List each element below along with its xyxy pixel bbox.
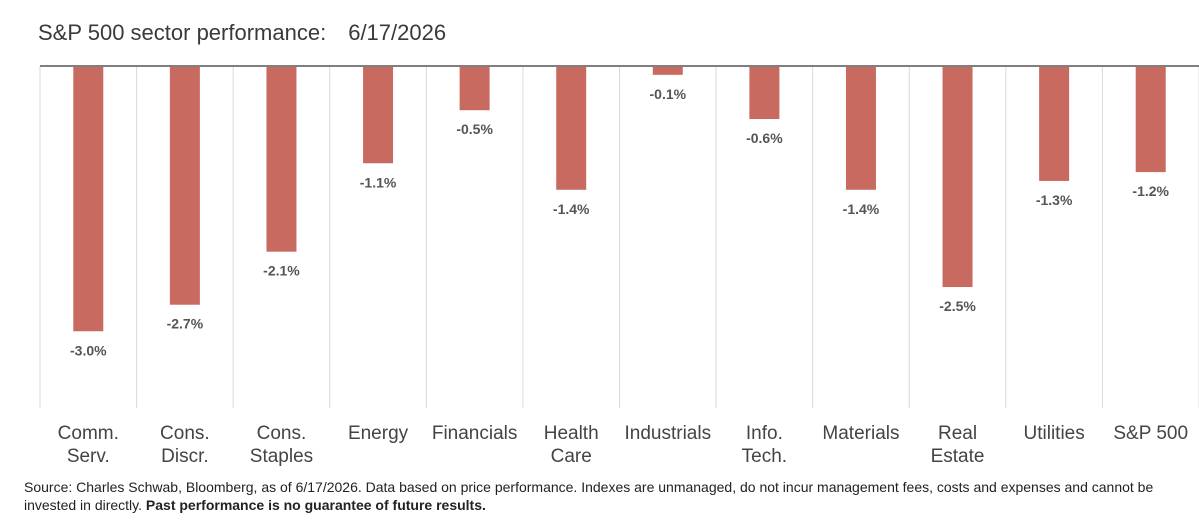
category-label: Staples [250, 446, 313, 467]
chart-title: S&P 500 sector performance: [38, 20, 327, 45]
category-label: Comm. [58, 423, 119, 444]
category-label: Cons. [160, 423, 210, 444]
bar [556, 66, 587, 190]
bar [942, 66, 973, 288]
category-label: Discr. [161, 446, 209, 467]
category-label: Tech. [742, 446, 787, 467]
disclaimer-text: Past performance is no guarantee of futu… [145, 497, 486, 513]
chart-date: 6/17/2026 [348, 20, 447, 45]
bar [749, 66, 780, 120]
category-label: Cons. [257, 423, 307, 444]
bar [73, 66, 104, 332]
category-label: Utilities [1024, 423, 1085, 444]
category-label: Serv. [67, 446, 110, 467]
bar [266, 66, 297, 252]
data-labels: -3.0% -2.7% -2.1% -1.1% -0.5% -1.4% -0.1% -0.6%… [70, 86, 1170, 358]
data-label: -0.1% [650, 86, 687, 102]
data-label: -2.7% [167, 316, 204, 332]
category-label: Real [938, 423, 977, 444]
bar [1135, 66, 1166, 173]
category-label: Materials [822, 423, 899, 444]
data-label: -1.4% [843, 201, 880, 217]
category-label: Industrials [624, 423, 711, 444]
category-label: Estate [931, 446, 985, 467]
chart-title-block: S&P 500 sector performance: 6/17/2026 [38, 20, 446, 46]
category-label: Care [551, 446, 592, 467]
data-label: -2.1% [263, 263, 300, 279]
data-label: -1.1% [360, 174, 397, 190]
category-label: Info. [746, 423, 783, 444]
category-label: Energy [348, 423, 409, 444]
data-label: -0.6% [746, 130, 783, 146]
category-label: Financials [432, 423, 518, 444]
category-label: Health [544, 423, 599, 444]
data-label: -1.3% [1036, 192, 1073, 208]
bar [169, 66, 200, 305]
bar [363, 66, 394, 164]
source-text: Source: Charles Schwab, Bloomberg, as of… [24, 479, 1154, 513]
data-label: -2.5% [939, 298, 976, 314]
data-label: -1.4% [553, 201, 590, 217]
bar [652, 66, 683, 75]
bar-chart: -3.0% -2.7% -2.1% -1.1% -0.5% -1.4% -0.1% -0.6%… [39, 65, 1199, 467]
bar [459, 66, 490, 111]
grid-lines [39, 66, 1199, 408]
bar [1039, 66, 1070, 181]
data-label: -3.0% [70, 342, 107, 358]
data-label: -0.5% [456, 121, 493, 137]
bars [73, 66, 1166, 332]
source-note: Source: Charles Schwab, Bloomberg, as of… [24, 478, 1184, 514]
category-label: S&P 500 [1113, 423, 1188, 444]
bar [845, 66, 876, 190]
data-label: -1.2% [1132, 183, 1169, 199]
